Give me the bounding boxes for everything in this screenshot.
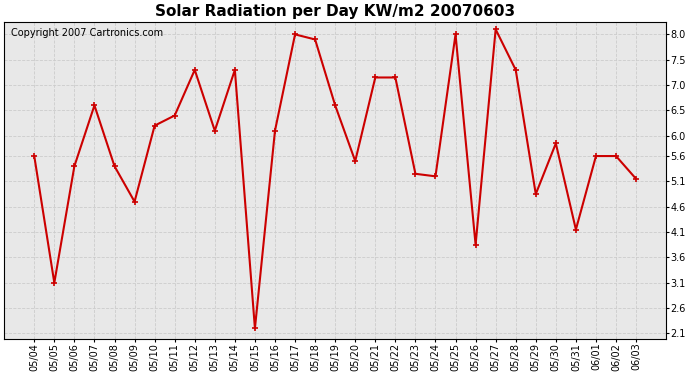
Text: Copyright 2007 Cartronics.com: Copyright 2007 Cartronics.com	[11, 28, 163, 38]
Title: Solar Radiation per Day KW/m2 20070603: Solar Radiation per Day KW/m2 20070603	[155, 4, 515, 19]
